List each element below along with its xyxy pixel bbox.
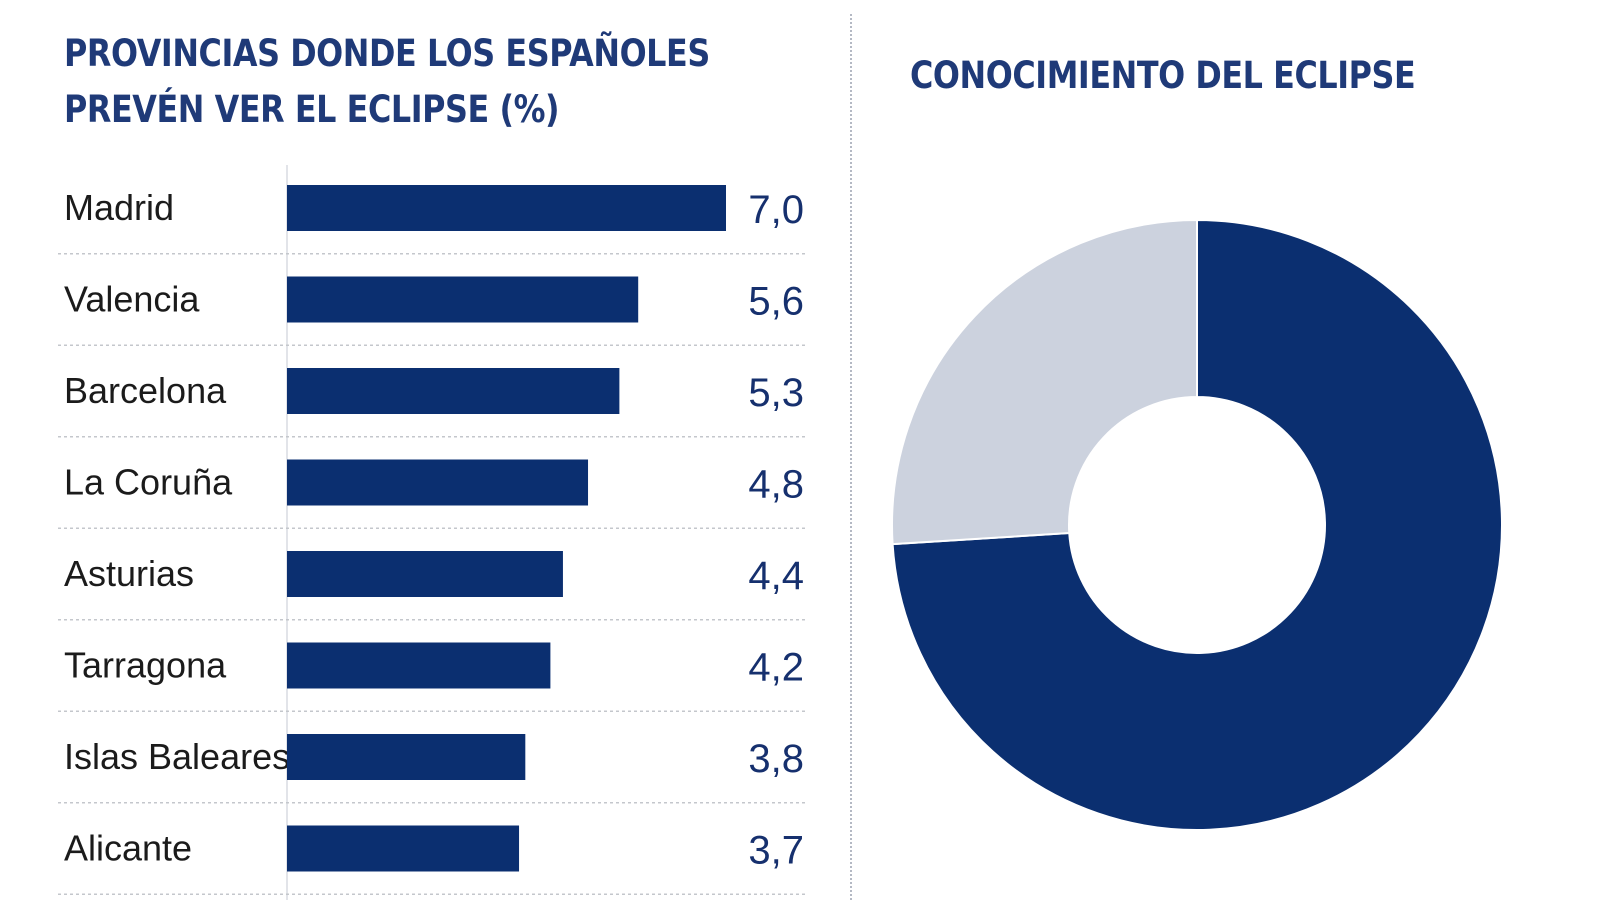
donut-chart-title: CONOCIMIENTO DEL ECLIPSE — [910, 54, 1416, 97]
category-label: Madrid — [64, 187, 174, 228]
value-label: 5,3 — [748, 371, 804, 415]
bar — [287, 734, 526, 780]
panel-divider — [850, 14, 852, 900]
bar — [287, 368, 620, 414]
donut-chart — [891, 219, 1503, 831]
value-label: 4,8 — [748, 463, 804, 507]
bar-chart-title-line: PROVINCIAS DONDE LOS ESPAÑOLES — [64, 32, 710, 75]
bar-chart-panel: PROVINCIAS DONDE LOS ESPAÑOLES PREVÉN VER… — [58, 26, 806, 900]
value-label: 4,4 — [748, 554, 804, 598]
bar-chart-title: PROVINCIAS DONDE LOS ESPAÑOLES PREVÉN VER… — [64, 26, 710, 138]
donut-slice — [891, 219, 1503, 831]
bar — [287, 551, 563, 597]
bar — [287, 825, 520, 872]
donut-slice — [891, 219, 1198, 546]
bar — [287, 276, 639, 323]
value-label: 3,7 — [748, 829, 804, 873]
category-label: Valencia — [64, 279, 200, 320]
bar — [287, 642, 551, 689]
bar-chart-title-line: PREVÉN VER EL ECLIPSE (%) — [64, 88, 560, 131]
category-label: La Coruña — [64, 462, 233, 503]
value-label: 4,2 — [748, 646, 804, 690]
category-label: Barcelona — [64, 370, 227, 411]
value-label: 3,8 — [748, 737, 804, 781]
bar — [287, 459, 589, 506]
bar-chart: Madrid 7,0 Valencia 5,6 Barcelona 5,3 La Coruñ… — [58, 165, 806, 900]
value-label: 7,0 — [748, 188, 804, 232]
bar — [287, 185, 726, 231]
donut-chart-panel: CONOCIMIENTO DEL ECLIPSE — [852, 0, 1600, 900]
category-label: Tarragona — [64, 645, 227, 686]
category-label: Alicante — [64, 828, 192, 869]
category-label: Islas Baleares — [64, 736, 290, 777]
category-label: Asturias — [64, 553, 194, 594]
value-label: 5,6 — [748, 280, 804, 324]
